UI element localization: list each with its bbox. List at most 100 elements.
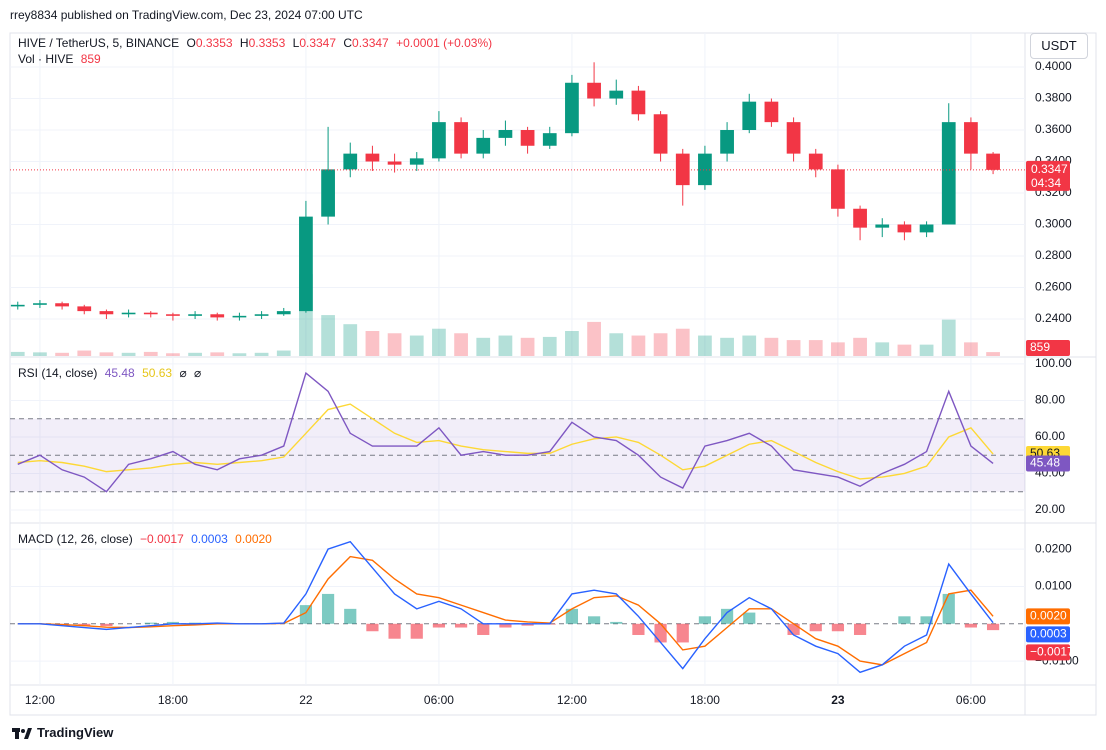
volume-bar [542, 336, 557, 356]
macd-tag-box [1026, 626, 1070, 643]
volume-tag: 859 [1030, 340, 1050, 354]
volume-bar [631, 335, 646, 356]
y-tick-label: 100.00 [1035, 356, 1072, 370]
histogram-bar [366, 623, 379, 632]
histogram-bar [388, 623, 401, 639]
macd-tag-box [1026, 644, 1070, 661]
macd-legend: MACD (12, 26, close) −0.0017 0.0003 0.00… [18, 532, 276, 546]
volume-bar [254, 352, 269, 356]
hist-value: −0.0017 [140, 532, 184, 546]
y-tick-label: 60.00 [1035, 429, 1065, 443]
candle-body [210, 314, 225, 318]
candle-body [276, 311, 291, 315]
candle-body [432, 122, 446, 159]
rsi-title: RSI (14, close) [18, 366, 98, 380]
candle-body [321, 169, 335, 217]
candle-body [542, 133, 557, 146]
candle-body [143, 312, 158, 315]
volume-bar [941, 319, 956, 356]
y-tick-label: 80.00 [1035, 393, 1065, 407]
volume-bar [33, 352, 47, 356]
x-tick-label: 18:00 [158, 693, 188, 707]
price-legend: HIVE / TetherUS, 5, BINANCE O0.3353 H0.3… [18, 36, 496, 50]
open-value: 0.3353 [195, 36, 233, 50]
histogram-bar [100, 623, 113, 627]
candle-body [631, 90, 646, 115]
histogram-bar [986, 623, 1000, 631]
histogram-bar [942, 593, 955, 624]
rsi-ma-value: 50.63 [142, 366, 173, 380]
candle-body [831, 169, 845, 209]
line-series [17, 403, 994, 480]
low-value: 0.3347 [299, 36, 337, 50]
countdown: 04:34 [1031, 176, 1061, 190]
volume-bar [698, 335, 712, 356]
candle-body [653, 114, 668, 154]
histogram-bar [853, 623, 867, 635]
rsi-value: 45.48 [104, 366, 135, 380]
histogram-bar [499, 623, 512, 628]
histogram-bar [565, 608, 579, 624]
volume-bar [121, 352, 136, 356]
candle-body [786, 122, 801, 154]
candle-body [365, 153, 380, 162]
histogram-bar [321, 593, 335, 624]
macd-tag-box [1026, 608, 1070, 625]
volume-bar [720, 337, 734, 356]
volume-bar [964, 342, 978, 356]
line-series [17, 371, 994, 493]
histogram-bar [477, 623, 490, 635]
volume-bar [365, 331, 380, 356]
volume-bar [432, 328, 446, 356]
histogram-bar [920, 616, 933, 624]
candle-body [299, 216, 313, 312]
logo [12, 727, 32, 739]
histogram-bar [299, 605, 313, 624]
volume-bar [897, 344, 912, 356]
candle-body [698, 153, 712, 186]
rsi-tag: 45.48 [1030, 456, 1060, 470]
candle-body [343, 153, 358, 170]
volume-bar [919, 344, 934, 356]
histogram-bar [676, 623, 689, 643]
histogram-bar [587, 616, 601, 624]
candle-body [986, 153, 1000, 170]
brand: TradingView [37, 725, 114, 740]
volume-bar [587, 321, 601, 356]
volume-bar [10, 351, 25, 356]
volume-bar [520, 337, 535, 356]
candle-body [742, 101, 757, 131]
volume-bar [875, 342, 890, 356]
line-series [17, 555, 994, 666]
x-tick-label: 06:00 [956, 693, 986, 707]
histogram-bar [144, 622, 157, 624]
rsi-legend: RSI (14, close) 45.48 50.63 ⌀ ⌀ [18, 366, 205, 380]
y-tick-label: 0.3800 [1035, 91, 1072, 105]
volume-bar [986, 352, 1000, 356]
currency-button[interactable]: USDT [1030, 33, 1088, 59]
candle-body [520, 130, 535, 146]
histogram-bar [432, 623, 446, 628]
signal-value: 0.0020 [235, 532, 272, 546]
histogram-bar [720, 608, 734, 624]
y-tick-label: 0.2800 [1035, 248, 1072, 262]
candle-body [55, 303, 69, 307]
volume-value: 859 [80, 52, 101, 66]
volume-legend: Vol · HIVE 859 [18, 52, 105, 66]
volume-bar [409, 335, 424, 356]
volume-bar [675, 328, 690, 356]
volume-bar [77, 350, 92, 356]
histogram-bar [898, 616, 911, 624]
volume-bar [232, 353, 247, 356]
symbol: HIVE / TetherUS, 5, BINANCE [18, 36, 180, 50]
candle-body [387, 161, 402, 165]
x-tick-label: 18:00 [690, 693, 720, 707]
candle-body [964, 122, 978, 154]
x-tick-label: 23 [831, 693, 845, 707]
volume-tag-box [1026, 340, 1070, 356]
candle-body [853, 208, 867, 228]
y-tick-label: 0.0100 [1035, 579, 1072, 593]
candle-body [919, 224, 934, 233]
volume-bar [764, 337, 779, 356]
